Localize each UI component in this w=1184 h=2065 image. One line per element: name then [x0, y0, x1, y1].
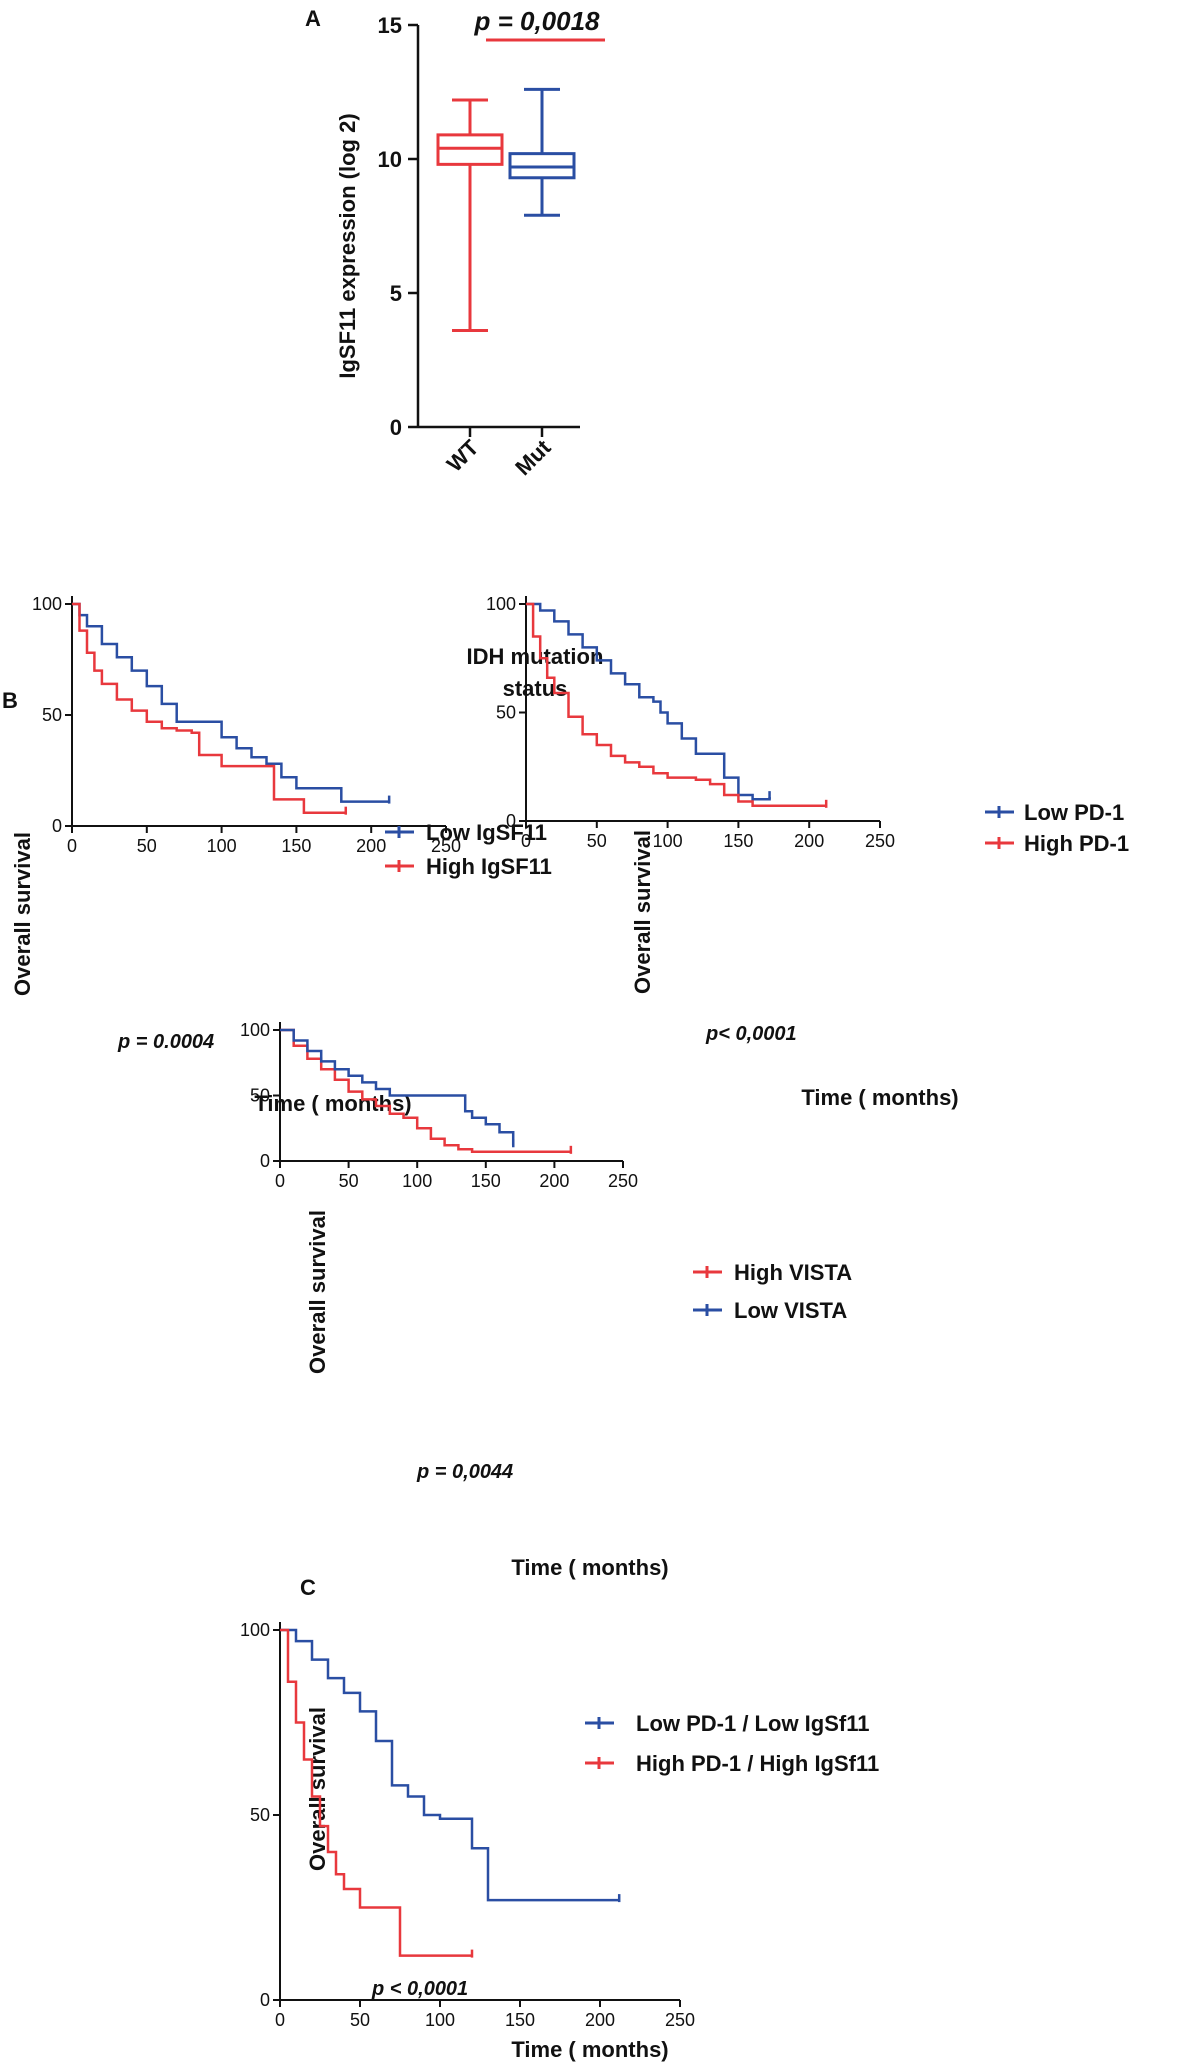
- x-tick-label: WT: [442, 434, 484, 476]
- panel-label: A: [305, 6, 321, 31]
- legend-label: High IgSF11: [426, 854, 552, 879]
- p-value-annotation: p = 0.0004: [117, 1031, 214, 1053]
- survival-curve-0: [72, 602, 390, 803]
- y-tick-label: 0: [390, 415, 402, 440]
- y-axis-title: Overall survival: [305, 1210, 330, 1374]
- x-tick-label: 250: [431, 836, 461, 856]
- x-tick-label: 100: [425, 2010, 455, 2030]
- y-tick-label: 100: [240, 1620, 270, 1640]
- survival-curve-0: [526, 602, 771, 801]
- x-axis-title: Time ( months): [511, 1555, 668, 1580]
- panel-label: B: [2, 688, 18, 713]
- survival-curve-1: [280, 1628, 472, 1957]
- x-tick-label: 100: [653, 831, 683, 851]
- x-tick-label: 150: [281, 836, 311, 856]
- x-axis-title: Time ( months): [511, 2037, 668, 2062]
- x-tick-label: 200: [794, 831, 824, 851]
- p-value-annotation: p = 0,0018: [473, 6, 600, 36]
- x-tick-label: 200: [585, 2010, 615, 2030]
- x-tick-label: 250: [608, 1171, 638, 1191]
- x-tick-label: 50: [350, 2010, 370, 2030]
- legend-label: High PD-1 / High IgSf11: [636, 1751, 879, 1776]
- legend-label: Low PD-1 / Low IgSf11: [636, 1711, 869, 1736]
- x-tick-label: 50: [339, 1171, 359, 1191]
- y-tick-label: 50: [42, 705, 62, 725]
- x-tick-label: Mut: [510, 434, 556, 480]
- y-tick-label: 0: [52, 816, 62, 836]
- legend-label: Low VISTA: [734, 1298, 847, 1323]
- x-tick-label: 150: [471, 1171, 501, 1191]
- survival-curve-0: [280, 1628, 620, 1902]
- panel-label: C: [300, 1575, 316, 1600]
- x-tick-label: 50: [137, 836, 157, 856]
- x-tick-label: 0: [67, 836, 77, 856]
- x-tick-label: 200: [539, 1171, 569, 1191]
- legend: Low PD-1 / Low IgSf11 High PD-1 / High I…: [585, 1711, 879, 1776]
- legend-label: High PD-1: [1024, 831, 1129, 856]
- panel-c-combined: C Overall survival 0 50 100 0 50 100 150 200 25…: [240, 1575, 879, 2062]
- box-wt: [436, 98, 504, 333]
- y-tick-label: 15: [378, 13, 402, 38]
- y-tick-label: 50: [496, 703, 516, 723]
- y-axis-title: Overall survival: [630, 830, 655, 994]
- y-tick-label: 10: [378, 147, 402, 172]
- x-tick-label: 250: [665, 2010, 695, 2030]
- x-tick-label: 150: [723, 831, 753, 851]
- y-axis-title: Overall survival: [305, 1707, 330, 1871]
- y-tick-label: 0: [506, 811, 516, 831]
- legend: High VISTA Low VISTA: [693, 1260, 852, 1323]
- y-axis-title: Overall survival: [10, 832, 35, 996]
- y-tick-label: 5: [390, 281, 402, 306]
- box-mut: [508, 87, 576, 217]
- x-tick-label: 100: [207, 836, 237, 856]
- p-value-annotation: p< 0,0001: [705, 1023, 797, 1045]
- p-value-annotation: p < 0,0001: [371, 1978, 468, 2000]
- x-tick-label: 50: [587, 831, 607, 851]
- x-axis-title-line2: status: [503, 676, 568, 701]
- x-tick-label: 0: [521, 831, 531, 851]
- survival-curve-1: [526, 602, 827, 808]
- x-tick-label: 100: [402, 1171, 432, 1191]
- survival-curve-1: [280, 1028, 515, 1146]
- y-tick-label: 50: [250, 1805, 270, 1825]
- y-tick-label: 100: [240, 1020, 270, 1040]
- x-tick-label: 0: [275, 1171, 285, 1191]
- panel-a: A IgSF11 expression (log 2) p = 0,0018 0…: [305, 6, 605, 701]
- x-tick-label: 150: [505, 2010, 535, 2030]
- x-tick-label: 0: [275, 2010, 285, 2030]
- y-tick-label: 50: [250, 1086, 270, 1106]
- y-axis-title: IgSF11 expression (log 2): [335, 113, 360, 378]
- y-tick-label: 0: [260, 1151, 270, 1171]
- x-tick-label: 250: [865, 831, 895, 851]
- survival-curve-1: [72, 602, 346, 814]
- y-tick-label: 100: [486, 594, 516, 614]
- legend-label: High VISTA: [734, 1260, 852, 1285]
- y-tick-label: 0: [260, 1990, 270, 2010]
- legend: Low PD-1 High PD-1: [985, 800, 1129, 856]
- panel-b-igsf11: B Overall survival 0 50 100 0 50 100 150 200 25…: [2, 594, 552, 1116]
- legend-label: Low PD-1: [1024, 800, 1124, 825]
- y-tick-label: 100: [32, 594, 62, 614]
- x-axis-title-line1: IDH mutation: [467, 644, 604, 669]
- x-tick-label: 200: [356, 836, 386, 856]
- p-value-annotation: p = 0,0044: [416, 1461, 513, 1483]
- x-axis-title: Time ( months): [801, 1085, 958, 1110]
